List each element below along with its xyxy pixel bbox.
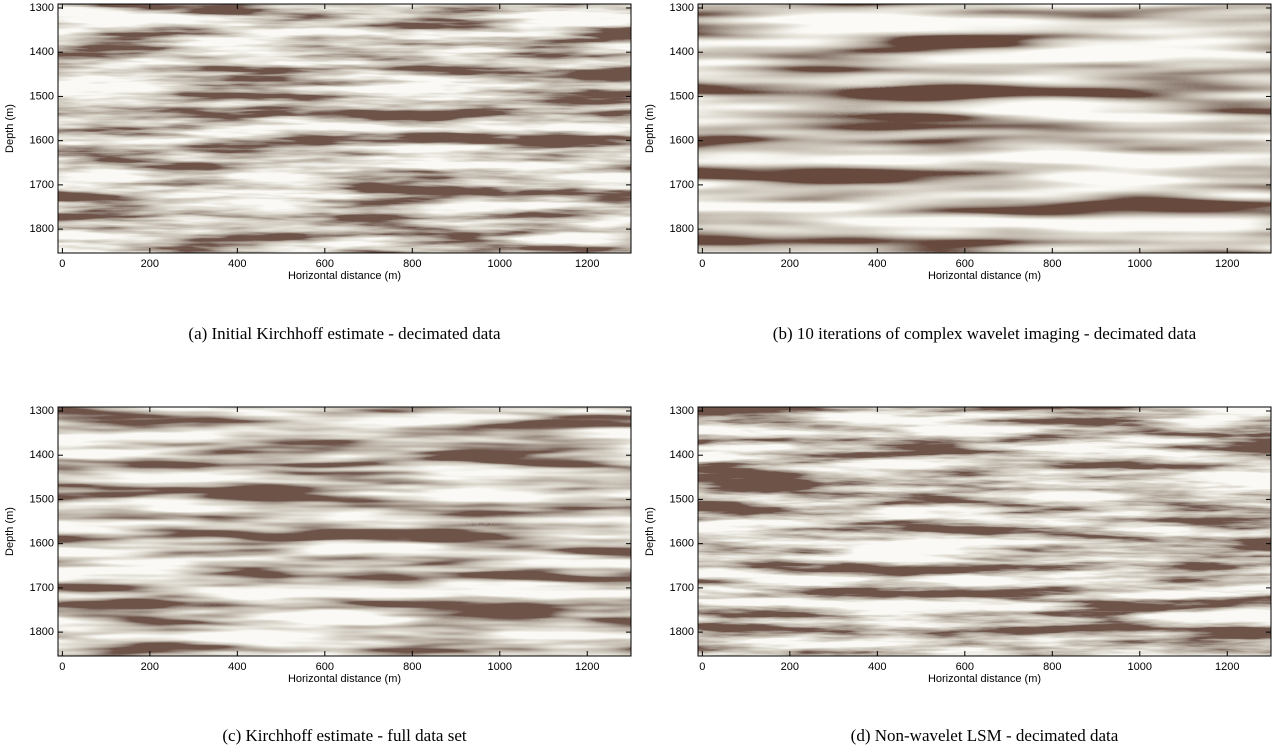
x-tick-label: 200 [781,258,799,270]
y-tick-label: 1800 [670,223,694,235]
x-tick-label: 1000 [1128,258,1152,270]
x-tick-label: 0 [699,258,705,270]
x-axis-label: Horizontal distance (m) [928,270,1041,282]
caption: (b) 10 iterations of complex wavelet ima… [773,324,1197,343]
x-tick-label: 800 [403,258,421,270]
y-tick-label: 1800 [30,626,54,638]
axes-frame [57,406,632,657]
y-tick-label: 1800 [30,223,54,235]
x-tick-label: 800 [403,661,421,673]
seismic-image [698,4,1271,253]
x-tick-label: 1200 [1215,661,1239,673]
y-tick-label: 1300 [670,405,694,417]
y-tick-label: 1800 [670,626,694,638]
y-tick-label: 1400 [670,449,694,461]
x-tick-label: 600 [956,661,974,673]
x-axis-label: Horizontal distance (m) [288,270,401,282]
x-tick-label: 600 [956,258,974,270]
y-tick-label: 1600 [670,135,694,147]
caption: (c) Kirchhoff estimate - full data set [222,726,466,745]
axes-frame [697,3,1272,254]
x-tick-label: 200 [141,258,159,270]
x-tick-label: 1000 [488,258,512,270]
axes-frame [697,406,1272,657]
y-tick-label: 1700 [670,582,694,594]
x-tick-label: 400 [228,661,246,673]
x-tick-label: 0 [59,258,65,270]
x-axis-label: Horizontal distance (m) [928,673,1041,685]
y-tick-label: 1600 [30,538,54,550]
y-tick-label: 1600 [30,135,54,147]
x-tick-label: 0 [699,661,705,673]
y-tick-label: 1600 [670,538,694,550]
x-tick-label: 400 [868,661,886,673]
y-tick-label: 1500 [30,493,54,505]
caption: (d) Non-wavelet LSM - decimated data [851,726,1119,745]
y-tick-label: 1400 [30,46,54,58]
y-tick-label: 1700 [30,582,54,594]
x-tick-label: 1200 [575,258,599,270]
y-tick-label: 1400 [30,449,54,461]
x-tick-label: 600 [316,258,334,270]
y-tick-label: 1500 [670,90,694,102]
y-tick-label: 1700 [670,179,694,191]
y-tick-label: 1300 [30,405,54,417]
y-tick-label: 1500 [30,90,54,102]
x-tick-label: 1000 [488,661,512,673]
x-tick-label: 1000 [1128,661,1152,673]
y-tick-label: 1300 [30,2,54,14]
x-tick-label: 800 [1043,258,1061,270]
y-tick-label: 1500 [670,493,694,505]
x-tick-label: 0 [59,661,65,673]
y-tick-label: 1700 [30,179,54,191]
seismic-image [698,407,1271,656]
x-tick-label: 1200 [1215,258,1239,270]
y-axis-label: Depth (m) [4,104,16,153]
x-tick-label: 200 [781,661,799,673]
y-tick-label: 1400 [670,46,694,58]
x-tick-label: 800 [1043,661,1061,673]
x-tick-label: 400 [868,258,886,270]
x-tick-label: 600 [316,661,334,673]
x-tick-label: 1200 [575,661,599,673]
y-axis-label: Depth (m) [4,507,16,556]
caption: (a) Initial Kirchhoff estimate - decimat… [188,324,501,343]
seismic-image [58,4,631,253]
seismic-image [58,407,631,656]
y-tick-label: 1300 [670,2,694,14]
y-axis-label: Depth (m) [644,507,656,556]
y-axis-label: Depth (m) [644,104,656,153]
x-axis-label: Horizontal distance (m) [288,673,401,685]
axes-frame [57,3,632,254]
x-tick-label: 200 [141,661,159,673]
x-tick-label: 400 [228,258,246,270]
